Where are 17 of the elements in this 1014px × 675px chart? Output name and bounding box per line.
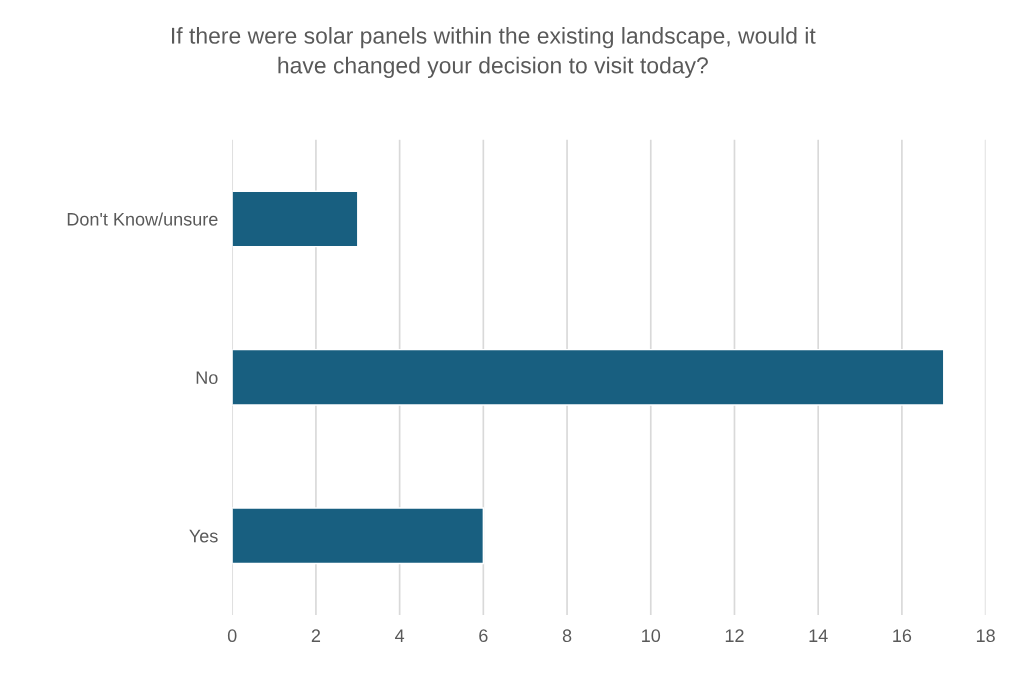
bar [232,507,485,565]
y-tick-label: No [196,371,218,385]
bar [232,348,945,406]
chart-title: If there were solar panels within the existing landscape, would it have changed your decision to visit today? [172,27,816,79]
x-tick-label: 10 [642,629,661,643]
x-tick-label: 2 [311,629,321,642]
x-tick-label: 0 [227,629,237,643]
bar [232,190,359,248]
x-tick-label: 14 [809,629,828,642]
x-tick-label: 16 [893,629,912,643]
x-tick-label: 12 [725,629,744,642]
x-tick-label: 6 [479,629,488,643]
y-tick-label: Don't Know/unsure [67,212,218,226]
y-tick-label: Yes [189,529,218,543]
x-tick-label: 18 [976,629,995,643]
x-tick-label: 4 [395,629,405,642]
x-tick-label: 8 [562,629,572,643]
